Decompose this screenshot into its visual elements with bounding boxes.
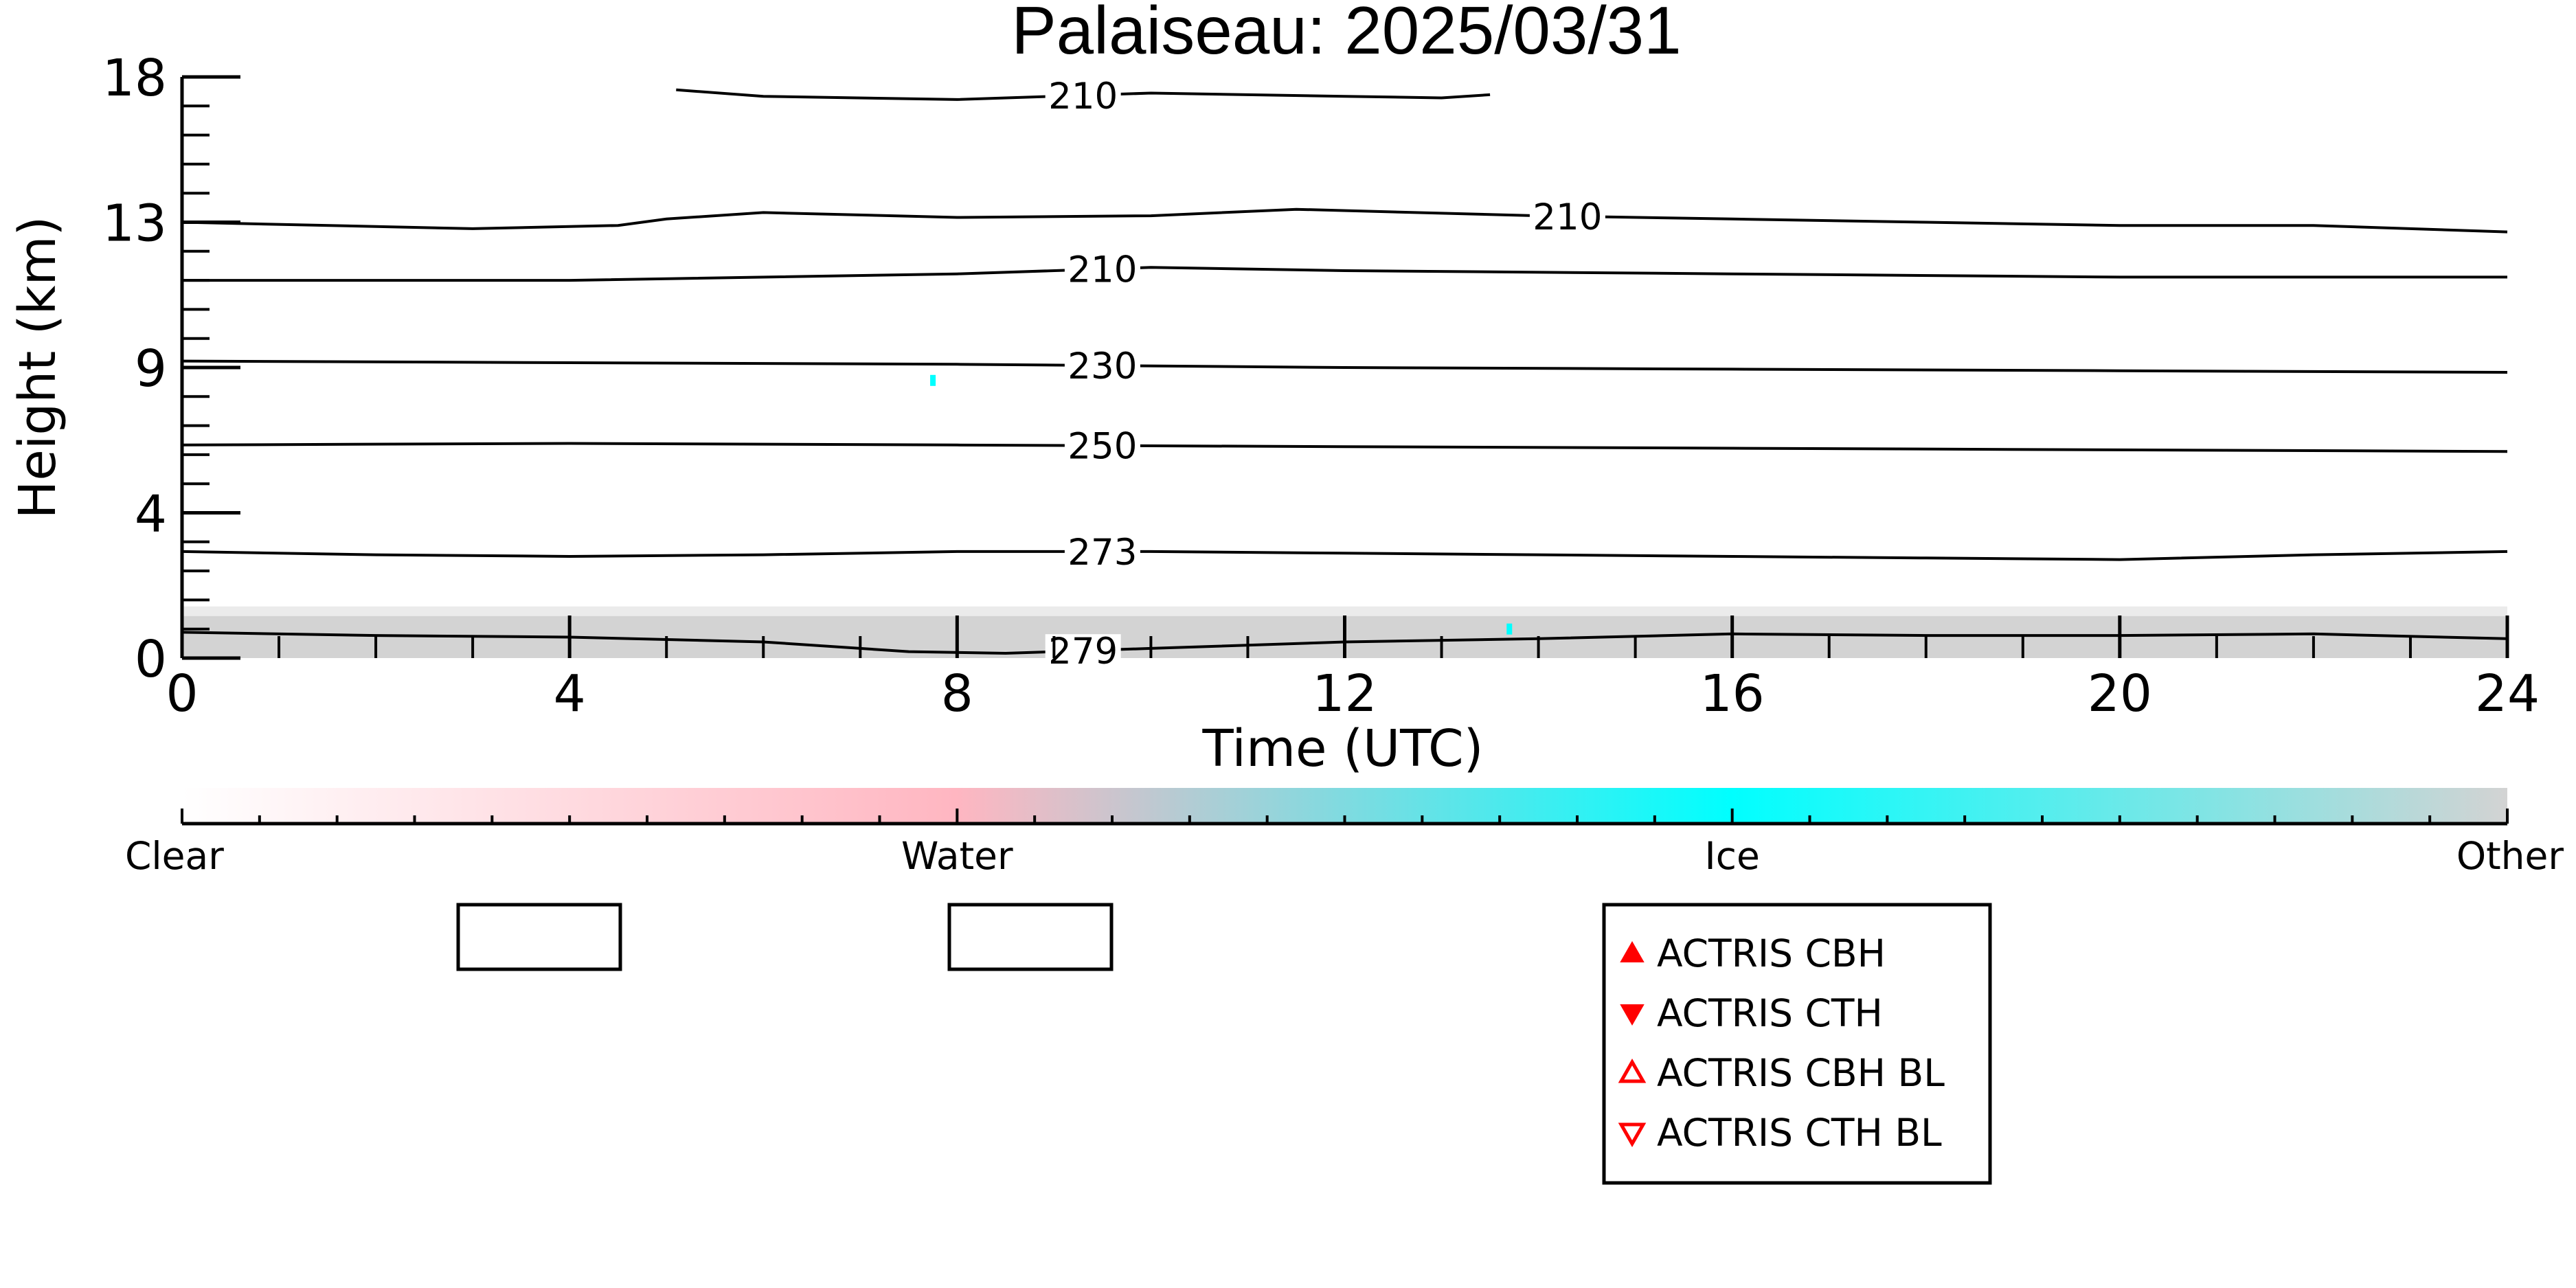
y-tick-label: 9 [135, 339, 167, 398]
contour-label-bg [1529, 199, 1605, 233]
x-tick-label: 4 [554, 664, 586, 723]
x-tick-label: 0 [166, 664, 198, 723]
axes: 0 4 9 13 18 0 4 8 12 16 20 24 [102, 49, 2540, 723]
contour-line [181, 359, 2508, 374]
contour-label-bg [1045, 634, 1121, 668]
ice-spot [1506, 623, 1513, 635]
contour-label-bg [1064, 429, 1140, 462]
contour-line [181, 550, 2508, 561]
contour-line [182, 266, 2507, 282]
colorbar-label: Ice [1705, 834, 1760, 878]
legend-frame [1602, 903, 1992, 1185]
legend-label: ACTRIS CBH BL [1657, 1051, 1945, 1095]
x-tick-label: 20 [2088, 664, 2152, 723]
y-tick-label: 0 [135, 630, 167, 689]
colorbar-label: Other [2456, 834, 2564, 878]
legend-marker-icon [1618, 1122, 1647, 1148]
legend-label: ACTRIS CBH [1657, 931, 1886, 975]
legend-label: ACTRIS CTH BL [1657, 1111, 1942, 1155]
contour-label: 250 [1067, 426, 1137, 468]
x-tick-label: 24 [2475, 664, 2540, 723]
contour-line [181, 207, 2508, 234]
colorbar-label: Clear [125, 834, 224, 878]
contour-label-bg [1064, 252, 1140, 286]
legend: ACTRIS CBH ACTRIS CTH ACTRIS CBH BL ACTRIS … [1602, 903, 1992, 1185]
contour-label-bg [1064, 349, 1140, 383]
contour-label-bg [1064, 534, 1140, 568]
contour-line [181, 442, 2508, 453]
contour-label: 210 [1048, 76, 1118, 117]
y-tick-label: 13 [102, 194, 167, 253]
contour-label: 279 [1048, 631, 1118, 673]
y-axis-label: Height (km) [8, 216, 67, 519]
x-axis-label: Time (UTC) [1201, 719, 1483, 778]
x-tick-label: 16 [1700, 664, 1765, 723]
x-tick-label: 8 [941, 664, 973, 723]
contour-label-bg [1045, 78, 1121, 112]
contour-label: 230 [1067, 346, 1137, 387]
chart-title: Palaiseau: 2025/03/31 [1011, 0, 1681, 68]
contour-label: 210 [1067, 249, 1137, 291]
colorbar-ticks: Clear Water Ice Other [125, 809, 2564, 878]
ice-spot [930, 374, 936, 386]
legend-marker-icon [1620, 940, 1645, 962]
x-tick-label: 12 [1312, 664, 1377, 723]
colorbar-label: Water [901, 834, 1013, 878]
contour-label: 273 [1067, 532, 1137, 574]
empty-legend-box-1 [456, 903, 622, 971]
plot-area: 279 273 250 230 210 210 210 [181, 76, 2508, 673]
empty-legend-box-2 [947, 903, 1114, 971]
legend-label: ACTRIS CTH [1657, 991, 1883, 1035]
y-tick-label: 4 [135, 485, 167, 544]
y-tick-label: 18 [102, 49, 167, 108]
contour-label: 210 [1533, 196, 1602, 238]
legend-marker-icon [1618, 1058, 1647, 1083]
contour-line [676, 88, 1491, 101]
legend-marker-icon [1620, 1004, 1645, 1026]
